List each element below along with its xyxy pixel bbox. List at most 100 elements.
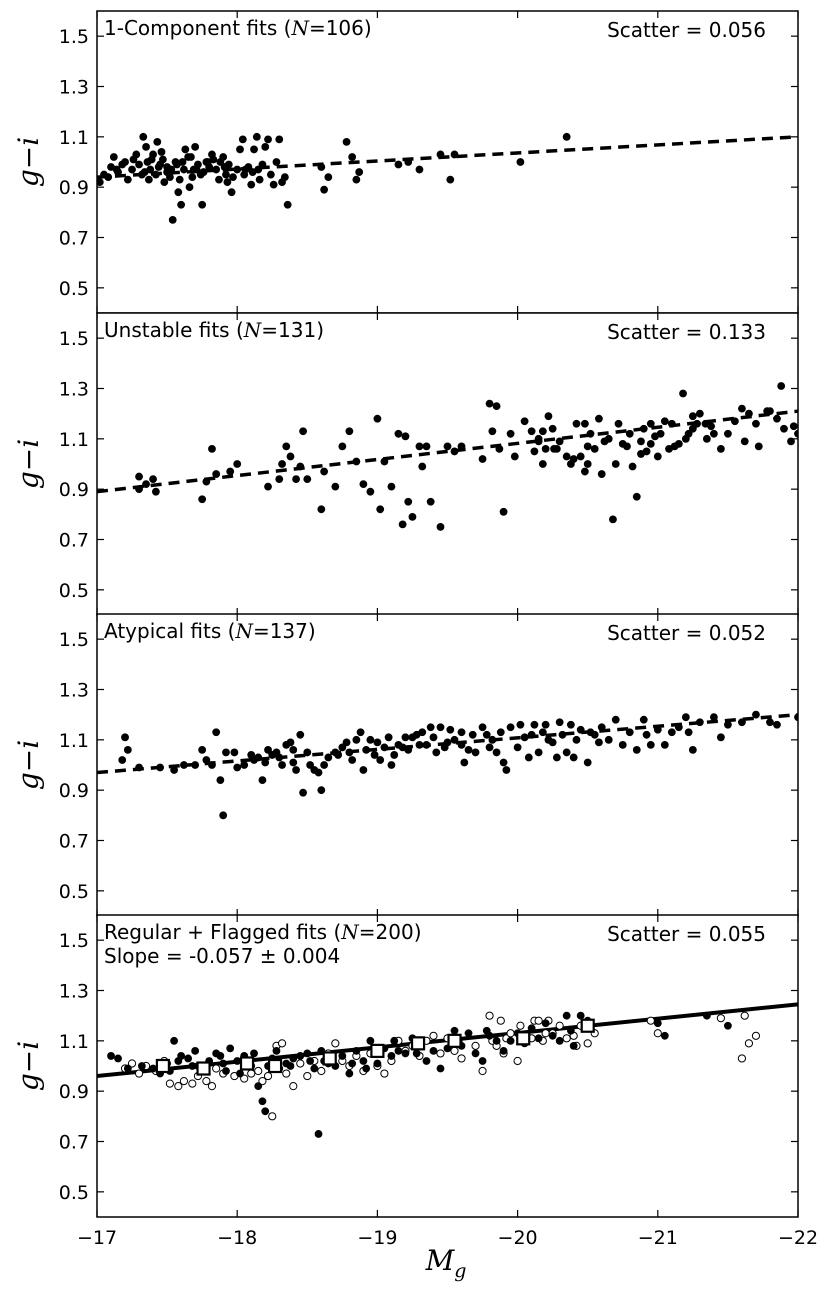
filled-point xyxy=(541,1019,550,1028)
filled-point xyxy=(373,414,382,423)
filled-point xyxy=(492,1036,501,1045)
filled-point xyxy=(153,137,162,146)
filled-point xyxy=(496,728,505,737)
filled-point xyxy=(320,467,329,476)
panel-frame xyxy=(96,613,799,917)
filled-point xyxy=(724,720,732,729)
filled-point xyxy=(142,480,150,489)
filled-point xyxy=(499,1047,508,1055)
filled-point xyxy=(674,439,683,448)
filled-point xyxy=(684,728,693,737)
scatter-label: Scatter = 0.055 xyxy=(607,922,766,946)
filled-point xyxy=(167,165,176,174)
filled-point xyxy=(464,746,473,754)
filled-point xyxy=(667,419,676,428)
filled-point xyxy=(569,1041,578,1050)
filled-point xyxy=(446,725,455,734)
filled-point xyxy=(429,733,438,742)
filled-point xyxy=(264,482,272,491)
binned-median-square xyxy=(196,1061,211,1076)
filled-point xyxy=(583,460,592,468)
y-tick-label: 1.5 xyxy=(59,629,89,651)
filled-point xyxy=(623,442,631,451)
filled-point xyxy=(450,447,459,456)
filled-point xyxy=(254,165,263,174)
filled-point xyxy=(233,165,242,174)
filled-point xyxy=(611,715,620,724)
filled-point xyxy=(97,178,104,187)
y-tick-label: 0.5 xyxy=(59,1182,89,1204)
filled-point xyxy=(208,761,216,769)
filled-point xyxy=(766,407,774,416)
filled-point xyxy=(317,505,326,514)
filled-point xyxy=(555,1036,564,1045)
filled-point xyxy=(674,723,683,732)
filled-point xyxy=(471,748,480,757)
filled-point xyxy=(394,160,403,169)
filled-point xyxy=(261,143,270,151)
filled-point xyxy=(188,1062,197,1070)
binned-median-square xyxy=(447,1033,462,1048)
filled-point xyxy=(296,730,305,739)
filled-point xyxy=(527,730,536,739)
filled-point xyxy=(240,761,249,769)
y-tick-label: 0.9 xyxy=(59,177,89,199)
filled-point xyxy=(471,1049,480,1058)
filled-point xyxy=(583,442,592,451)
filled-point xyxy=(646,439,655,448)
filled-point xyxy=(550,445,558,453)
filled-point xyxy=(292,475,300,483)
filled-point xyxy=(464,1029,473,1038)
filled-point xyxy=(506,429,515,438)
y-tick-label: 1.3 xyxy=(59,379,89,401)
open-point xyxy=(744,1039,754,1048)
y-tick-label: 0.5 xyxy=(59,580,89,602)
binned-median-square xyxy=(580,1018,595,1033)
filled-point xyxy=(170,766,179,774)
open-point xyxy=(583,1039,592,1048)
filled-point xyxy=(324,753,333,762)
filled-point xyxy=(380,743,389,752)
open-point xyxy=(134,1069,144,1078)
filled-point xyxy=(801,490,809,498)
filled-point xyxy=(191,761,200,769)
filled-point xyxy=(443,442,452,451)
filled-point xyxy=(112,165,121,174)
filled-point xyxy=(660,1031,669,1040)
filled-point xyxy=(460,758,469,767)
filled-point xyxy=(366,1036,375,1045)
filled-point xyxy=(118,756,127,764)
filled-point xyxy=(632,746,641,754)
filled-point xyxy=(236,145,244,154)
open-point xyxy=(247,1069,256,1078)
filled-point xyxy=(597,723,606,732)
filled-point xyxy=(492,748,501,757)
filled-point xyxy=(338,442,347,451)
filled-point xyxy=(524,753,533,762)
filled-point xyxy=(534,1034,543,1043)
filled-point xyxy=(538,460,547,468)
filled-point xyxy=(135,485,143,494)
filled-point xyxy=(320,185,329,194)
filled-point xyxy=(639,424,648,433)
open-point xyxy=(506,1029,515,1038)
scatter-label: Scatter = 0.052 xyxy=(607,621,766,645)
binned-median-square xyxy=(370,1043,385,1059)
filled-point xyxy=(177,200,186,209)
filled-point xyxy=(192,165,201,174)
open-point xyxy=(436,1049,445,1058)
filled-point xyxy=(404,746,413,754)
open-point xyxy=(380,1069,389,1078)
open-point xyxy=(263,1071,273,1081)
filled-point xyxy=(264,135,272,144)
filled-point xyxy=(590,730,599,739)
filled-point xyxy=(286,452,295,461)
filled-point xyxy=(653,725,662,734)
filled-point xyxy=(766,718,774,727)
open-point xyxy=(254,1066,263,1076)
filled-point xyxy=(555,437,564,446)
filled-point xyxy=(520,733,529,742)
filled-point xyxy=(390,1036,399,1045)
filled-point xyxy=(825,435,831,443)
filled-point xyxy=(280,173,289,182)
